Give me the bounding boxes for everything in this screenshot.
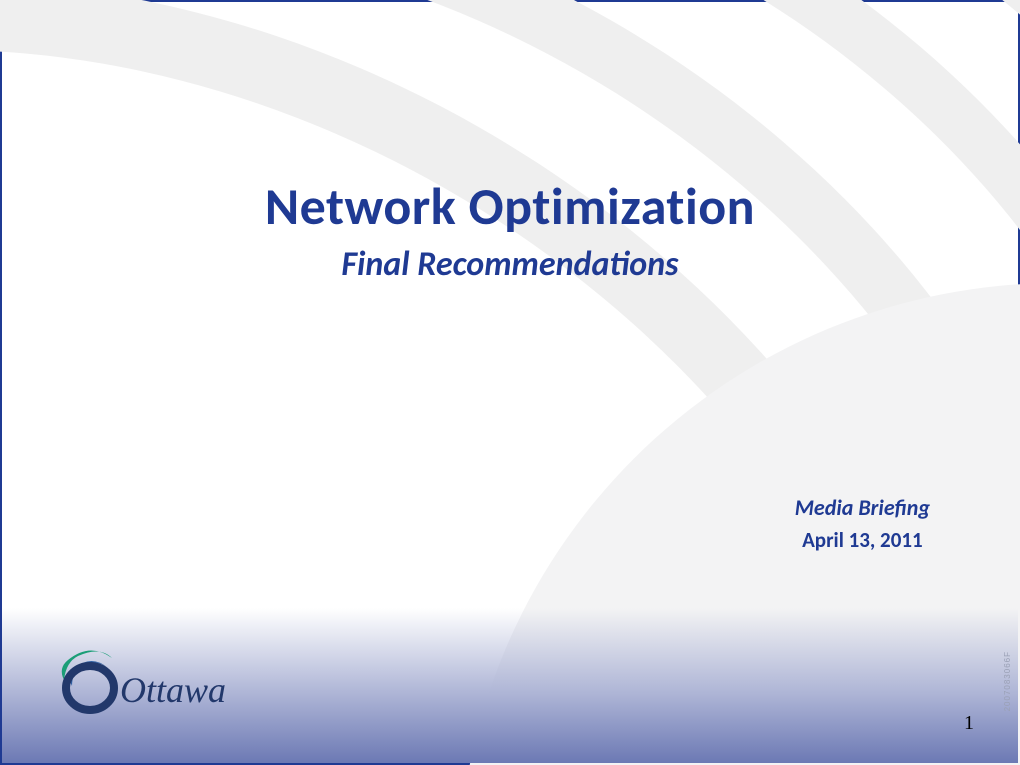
side-code: 2007083066F	[1003, 651, 1012, 711]
briefing-label: Media Briefing	[795, 494, 930, 521]
ottawa-wordmark: Ottawa	[120, 670, 226, 710]
briefing-block: Media Briefing April 13, 2011	[795, 494, 930, 553]
ottawa-logo: Ottawa	[50, 640, 260, 725]
briefing-date: April 13, 2011	[795, 527, 930, 553]
slide-subtitle: Final Recommendations	[2, 244, 1018, 285]
ottawa-logo-icon: Ottawa	[50, 640, 260, 720]
slide-title: Network Optimization	[2, 174, 1018, 238]
slide: Network Optimization Final Recommendatio…	[0, 0, 1020, 765]
title-block: Network Optimization Final Recommendatio…	[2, 174, 1018, 285]
page-number: 1	[964, 712, 974, 735]
bg-circle	[458, 283, 1020, 765]
